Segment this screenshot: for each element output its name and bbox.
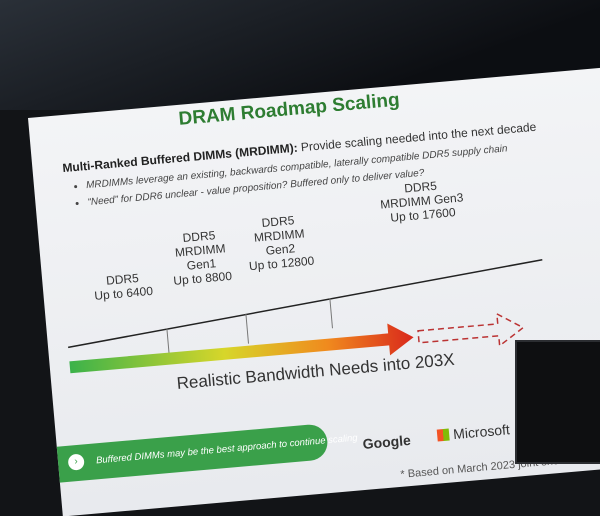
callout: › Buffered DIMMs may be the best approach… — [56, 423, 358, 483]
roadmap-graphic — [68, 258, 543, 374]
divider — [329, 298, 333, 329]
bandwidth-arrow — [69, 323, 414, 374]
callout-icon: › — [67, 453, 85, 471]
logo: Google — [361, 431, 412, 453]
logo-icon — [436, 428, 450, 442]
callout-text: Buffered DIMMs may be the best approach … — [95, 432, 359, 467]
roadmap-stage: DDR5 MRDIMM Gen1 Up to 8800 — [159, 226, 244, 289]
divider — [245, 313, 250, 344]
slide: DRAM Roadmap Scaling Multi-Ranked Buffer… — [28, 60, 600, 516]
page: DRAM Roadmap Scaling Multi-Ranked Buffer… — [0, 0, 600, 447]
future-arrow — [417, 312, 525, 348]
timeline — [68, 258, 543, 349]
monitor — [515, 340, 600, 464]
logo: Microsoft — [436, 421, 511, 443]
roadmap-stage: DDR5 MRDIMM Gen2 Up to 12800 — [238, 211, 323, 274]
logo-text: Microsoft — [452, 421, 511, 443]
